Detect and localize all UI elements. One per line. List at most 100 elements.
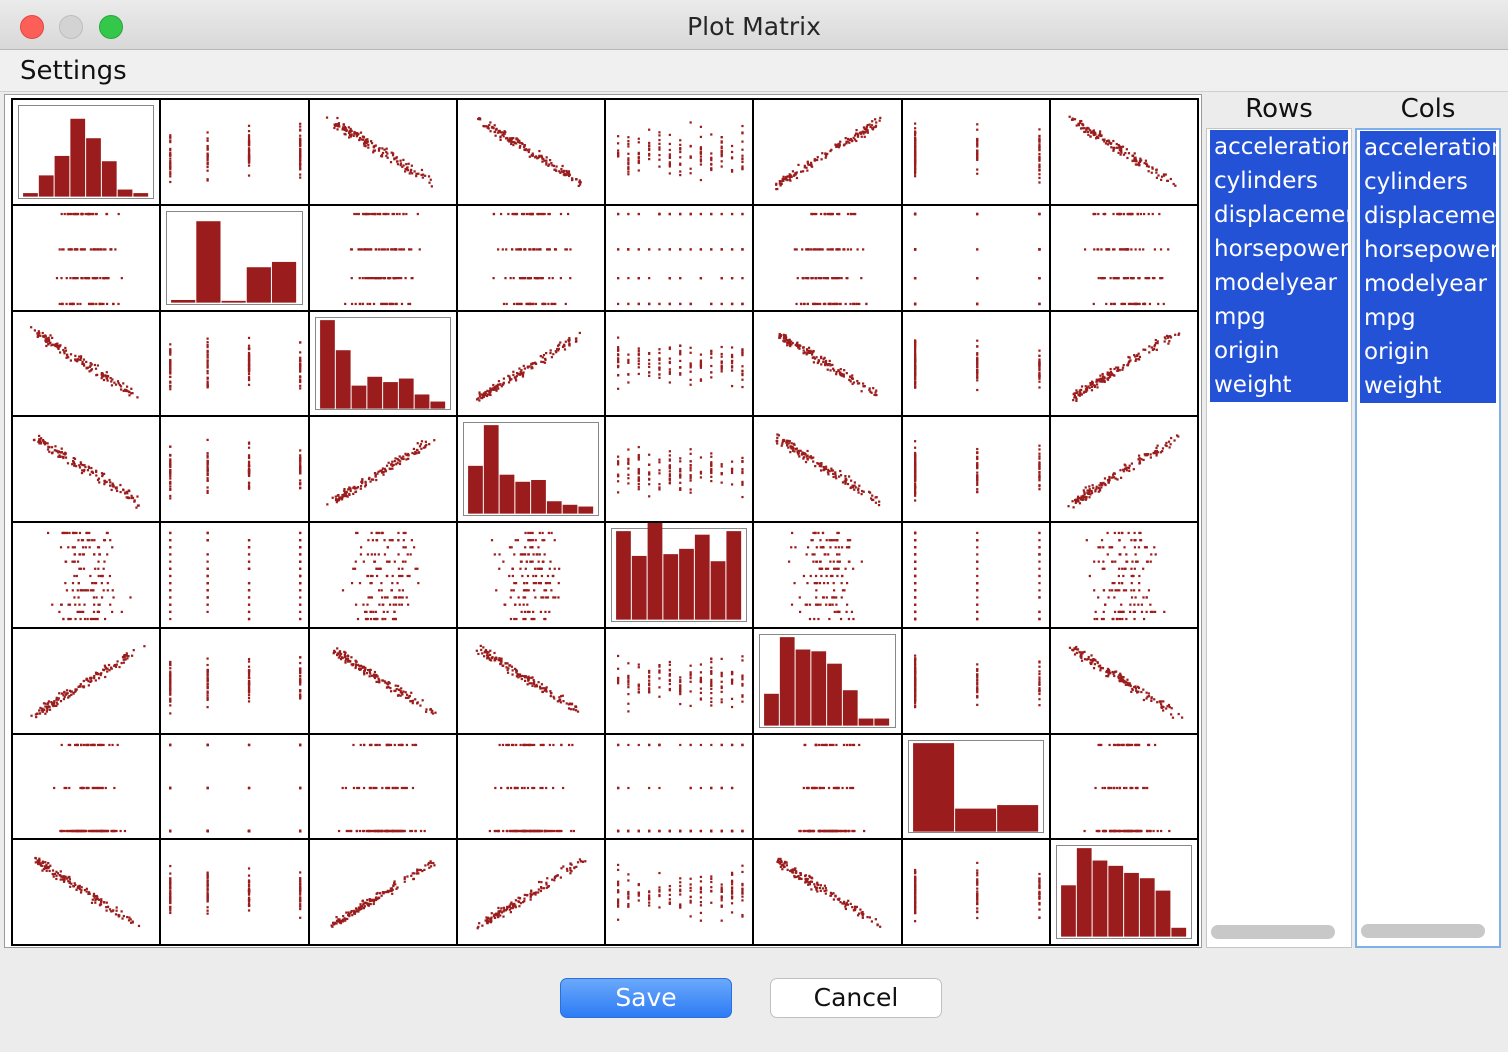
- scatter-point: [648, 157, 651, 161]
- scatter-point: [527, 148, 531, 151]
- plot-cell-modelyear-vs-cylinders[interactable]: [161, 523, 308, 627]
- scatter-point: [840, 474, 843, 477]
- scatter-point: [248, 375, 251, 378]
- scatter-point: [512, 617, 516, 621]
- plot-cell-displacement-vs-modelyear[interactable]: [606, 311, 753, 416]
- plot-cell-acceleration-vs-mpg[interactable]: [754, 100, 901, 204]
- scatter-point: [547, 163, 551, 166]
- plot-cell-displacement-vs-acceleration[interactable]: [13, 311, 160, 416]
- scatter-point: [720, 160, 723, 163]
- scatter-point: [878, 119, 882, 122]
- plot-cell-modelyear-vs-acceleration[interactable]: [13, 523, 160, 627]
- scatter-point: [857, 487, 860, 490]
- plot-cell-cylinders-vs-cylinders[interactable]: [161, 205, 308, 310]
- scatter-point: [393, 276, 396, 279]
- plot-cell-cylinders-vs-acceleration[interactable]: [13, 205, 160, 310]
- scatter-point: [720, 165, 723, 168]
- scatter-point: [529, 248, 532, 251]
- plot-cell-displacement-vs-horsepower[interactable]: [457, 311, 604, 416]
- scatter-point: [392, 464, 395, 467]
- plot-cell-modelyear-vs-mpg[interactable]: [754, 523, 901, 627]
- scatter-point: [92, 276, 95, 279]
- zoom-window-button[interactable]: [99, 15, 123, 39]
- scatter-point: [418, 248, 421, 251]
- scatter-point: [975, 361, 978, 364]
- plot-cell-horsepower-vs-cylinders[interactable]: [161, 417, 308, 521]
- scatter-point: [699, 212, 703, 215]
- scatter-point: [110, 383, 114, 386]
- plot-cell-displacement-vs-cylinders[interactable]: [161, 311, 308, 416]
- scatter-point: [730, 361, 734, 364]
- plot-cell-acceleration-vs-horsepower[interactable]: [457, 100, 604, 204]
- plot-cell-cylinders-vs-weight[interactable]: [1050, 205, 1197, 310]
- plot-cell-acceleration-vs-modelyear[interactable]: [606, 100, 753, 204]
- scatter-point: [337, 125, 340, 128]
- plot-cell-horsepower-vs-horsepower[interactable]: [457, 417, 604, 521]
- scatter-point: [373, 475, 377, 478]
- plot-cell-horsepower-vs-origin[interactable]: [902, 417, 1049, 521]
- scatter-point: [1097, 377, 1101, 381]
- plot-cell-horsepower-vs-mpg[interactable]: [754, 417, 901, 521]
- scatter-point: [975, 149, 978, 153]
- plot-cell-cylinders-vs-mpg[interactable]: [754, 205, 901, 310]
- plot-cell-horsepower-vs-weight[interactable]: [1050, 417, 1197, 521]
- scatter-point: [1082, 497, 1085, 501]
- scatter-point: [873, 393, 876, 396]
- scatter-point: [825, 468, 828, 471]
- plot-cell-modelyear-vs-modelyear[interactable]: [606, 523, 753, 627]
- scatter-point: [839, 470, 842, 473]
- scatter-point: [1119, 146, 1122, 149]
- plot-cell-mpg-vs-acceleration[interactable]: [13, 628, 160, 733]
- scatter-point: [131, 391, 134, 394]
- plot-cell-acceleration-vs-weight[interactable]: [1050, 100, 1197, 204]
- plot-cell-acceleration-vs-origin[interactable]: [902, 100, 1049, 204]
- minimize-window-button[interactable]: [59, 15, 83, 39]
- plot-cell-acceleration-vs-displacement[interactable]: [309, 100, 456, 204]
- scatter-point: [851, 139, 854, 142]
- scatter-point: [834, 143, 838, 147]
- scatter-point: [385, 596, 389, 599]
- plot-cell-cylinders-vs-displacement[interactable]: [309, 205, 456, 310]
- scatter-point: [668, 370, 671, 373]
- scatter-point: [538, 567, 542, 570]
- plot-cell-cylinders-vs-modelyear[interactable]: [606, 205, 753, 310]
- scatter-point: [541, 302, 544, 305]
- scatter-point: [699, 158, 703, 161]
- plot-cell-modelyear-vs-origin[interactable]: [902, 523, 1049, 627]
- scatter-point: [248, 446, 251, 450]
- scatter-point: [523, 596, 526, 599]
- plot-cell-horsepower-vs-displacement[interactable]: [309, 417, 456, 521]
- plot-cell-cylinders-vs-horsepower[interactable]: [457, 205, 604, 310]
- scatter-point: [299, 449, 302, 452]
- plot-cell-cylinders-vs-origin[interactable]: [902, 205, 1049, 310]
- scatter-point: [97, 567, 100, 570]
- plot-cell-acceleration-vs-cylinders[interactable]: [161, 100, 308, 204]
- plot-cell-displacement-vs-mpg[interactable]: [754, 311, 901, 416]
- scatter-point: [668, 153, 671, 156]
- scatter-point: [720, 276, 723, 279]
- scatter-point: [248, 383, 251, 386]
- scatter-point: [913, 462, 916, 465]
- scatter-point: [493, 124, 496, 127]
- plot-cell-horsepower-vs-modelyear[interactable]: [606, 417, 753, 521]
- plot-cell-horsepower-vs-acceleration[interactable]: [13, 417, 160, 521]
- scatter-point: [710, 370, 713, 374]
- scatter-point: [668, 372, 671, 375]
- close-window-button[interactable]: [20, 15, 44, 39]
- plot-cell-displacement-vs-weight[interactable]: [1050, 311, 1197, 416]
- plot-cell-displacement-vs-origin[interactable]: [902, 311, 1049, 416]
- scatter-point: [1159, 451, 1162, 454]
- plot-cell-modelyear-vs-weight[interactable]: [1050, 523, 1197, 627]
- scatter-point: [557, 581, 560, 585]
- scatter-point: [169, 371, 172, 375]
- plot-cell-displacement-vs-displacement[interactable]: [309, 311, 456, 416]
- plot-cell-modelyear-vs-horsepower[interactable]: [457, 523, 604, 627]
- scatter-point: [530, 362, 533, 365]
- scatter-point: [376, 276, 379, 279]
- plot-cell-modelyear-vs-displacement[interactable]: [309, 523, 456, 627]
- settings-menu[interactable]: Settings: [20, 56, 127, 86]
- scatter-point: [863, 135, 867, 138]
- plot-cell-acceleration-vs-acceleration[interactable]: [13, 100, 160, 204]
- scatter-point: [395, 212, 398, 215]
- scatter-point: [868, 386, 872, 390]
